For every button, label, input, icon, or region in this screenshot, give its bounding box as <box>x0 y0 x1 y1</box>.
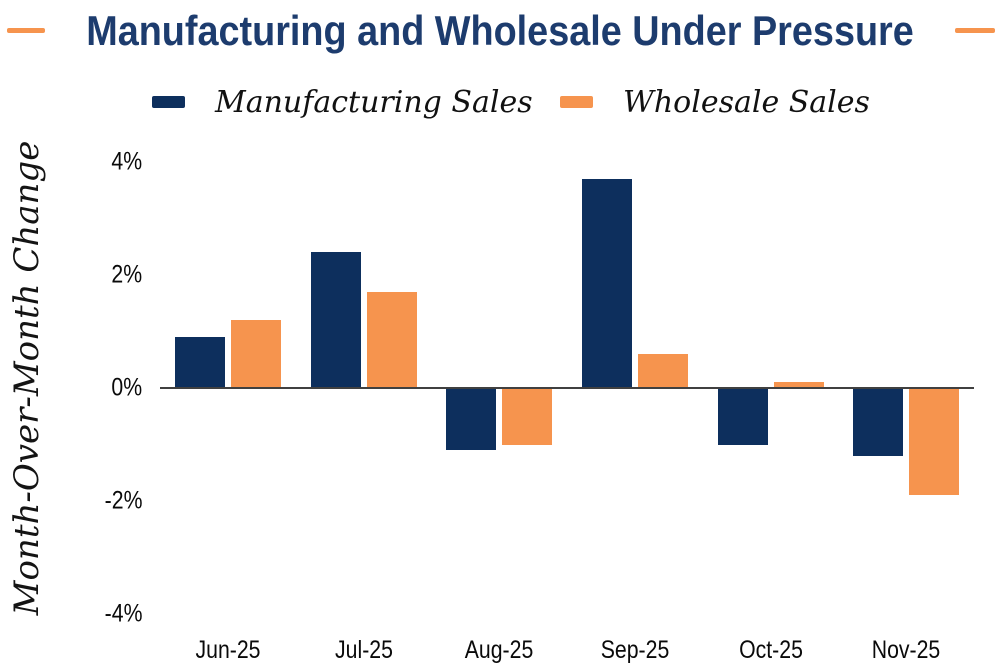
y-tick-label-0pct: 0% <box>111 373 142 402</box>
chart-title: Manufacturing and Wholesale Under Pressu… <box>86 7 914 54</box>
title-dash-left-icon <box>7 28 45 33</box>
legend-label-wholesale-sales: Wholesale Sales <box>623 84 870 120</box>
x-label-oct-25: Oct-25 <box>738 636 803 664</box>
bar-wholesale-sales-sep-25 <box>637 354 688 388</box>
y-tick-label-2pct: 2% <box>111 260 142 289</box>
legend-item-manufacturing-sales: Manufacturing Sales <box>152 84 533 120</box>
legend-label-manufacturing-sales: Manufacturing Sales <box>215 84 533 120</box>
legend-swatch-manufacturing-sales <box>152 96 185 108</box>
bar-manufacturing-sales-sep-25 <box>581 178 632 388</box>
x-label-jun-25: Jun-25 <box>195 636 261 664</box>
bar-manufacturing-sales-jul-25 <box>310 252 361 388</box>
x-label-nov-25: Nov-25 <box>871 636 941 664</box>
title-dash-right-icon <box>955 28 995 33</box>
bar-wholesale-sales-aug-25 <box>502 388 553 445</box>
y-tick-label-neg4pct: -4% <box>104 599 142 628</box>
bar-manufacturing-sales-jun-25 <box>174 337 225 388</box>
bar-wholesale-sales-jun-25 <box>230 320 281 388</box>
bar-manufacturing-sales-nov-25 <box>853 388 904 456</box>
x-label-aug-25: Aug-25 <box>464 636 534 664</box>
y-tick-label-neg2pct: -2% <box>104 486 142 515</box>
legend-item-wholesale-sales: Wholesale Sales <box>560 84 870 120</box>
bar-wholesale-sales-jul-25 <box>366 291 417 388</box>
bar-wholesale-sales-oct-25 <box>773 382 824 388</box>
x-label-sep-25: Sep-25 <box>600 636 670 664</box>
legend-swatch-wholesale-sales <box>560 96 593 108</box>
x-label-jul-25: Jul-25 <box>334 636 393 664</box>
y-tick-label-4pct: 4% <box>111 147 142 176</box>
bar-wholesale-sales-nov-25 <box>909 388 960 496</box>
bar-manufacturing-sales-oct-25 <box>717 388 768 445</box>
bar-manufacturing-sales-aug-25 <box>446 388 497 451</box>
x-axis-zero-line <box>160 387 974 389</box>
